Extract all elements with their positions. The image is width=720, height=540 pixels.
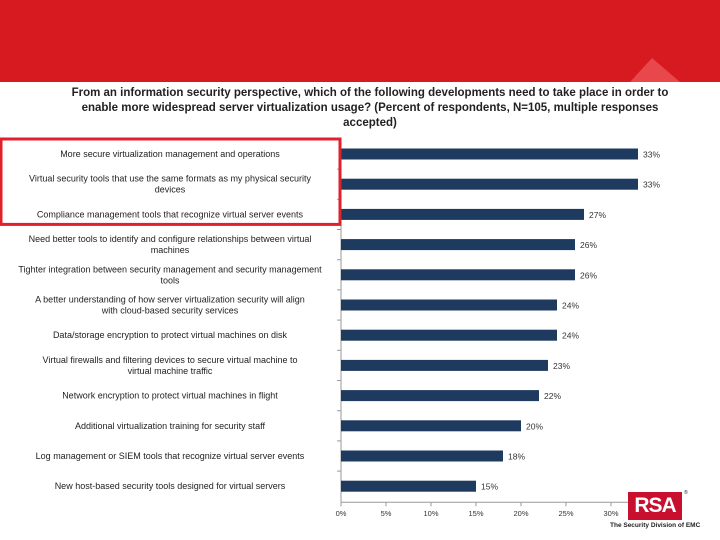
bar xyxy=(341,148,638,160)
data-label: 22% xyxy=(544,391,561,401)
category-label: machines xyxy=(151,245,190,255)
category-label: Need better tools to identify and config… xyxy=(29,234,312,244)
header-banner xyxy=(0,0,720,82)
bar xyxy=(341,269,575,281)
bar xyxy=(341,239,575,251)
rsa-logo: RSA xyxy=(628,492,682,520)
registered-mark: ® xyxy=(684,490,688,496)
data-label: 26% xyxy=(580,270,597,280)
rsa-logo-text: RSA xyxy=(634,494,676,517)
category-label: with cloud-based security services xyxy=(101,306,239,316)
data-label: 26% xyxy=(580,240,597,250)
category-label: Virtual firewalls and filtering devices … xyxy=(43,355,298,365)
category-label: tools xyxy=(160,275,180,285)
category-label: Log management or SIEM tools that recogn… xyxy=(36,451,305,461)
data-label: 27% xyxy=(589,210,606,220)
category-label: Network encryption to protect virtual ma… xyxy=(62,391,278,401)
x-tick-label: 25% xyxy=(558,509,573,518)
data-label: 15% xyxy=(481,482,498,492)
data-label: 24% xyxy=(562,301,579,311)
banner-graphic xyxy=(0,0,720,82)
bar xyxy=(341,450,503,462)
category-label: Compliance management tools that recogni… xyxy=(37,209,304,219)
category-label: A better understanding of how server vir… xyxy=(35,295,305,305)
category-label: Tighter integration between security man… xyxy=(18,264,322,274)
highlight-box xyxy=(0,137,342,226)
category-label: virtual machine traffic xyxy=(128,366,213,376)
category-label: devices xyxy=(155,185,186,195)
bar xyxy=(341,208,584,220)
category-label: More secure virtualization management an… xyxy=(60,149,280,159)
x-tick-label: 10% xyxy=(423,509,438,518)
bar xyxy=(341,480,476,492)
x-tick-label: 15% xyxy=(468,509,483,518)
bar xyxy=(341,420,521,432)
category-label: Virtual security tools that use the same… xyxy=(29,174,311,184)
category-label: Data/storage encryption to protect virtu… xyxy=(53,330,288,340)
bar xyxy=(341,329,557,341)
data-label: 18% xyxy=(508,452,525,462)
data-label: 33% xyxy=(643,180,660,190)
x-tick-label: 20% xyxy=(513,509,528,518)
data-label: 33% xyxy=(643,150,660,160)
category-label: Additional virtualization training for s… xyxy=(75,421,265,431)
rsa-tagline: The Security Division of EMC xyxy=(610,522,701,529)
x-tick-label: 30% xyxy=(603,509,618,518)
chart-title: From an information security perspective… xyxy=(71,87,669,129)
category-label: New host-based security tools designed f… xyxy=(55,481,286,491)
bar xyxy=(341,299,557,311)
x-tick-label: 0% xyxy=(336,509,347,518)
data-label: 24% xyxy=(562,331,579,341)
data-label: 23% xyxy=(553,361,570,371)
bar xyxy=(341,390,539,402)
x-tick-label: 5% xyxy=(381,509,392,518)
bar xyxy=(341,359,548,371)
bar xyxy=(341,178,638,190)
data-label: 20% xyxy=(526,421,543,431)
